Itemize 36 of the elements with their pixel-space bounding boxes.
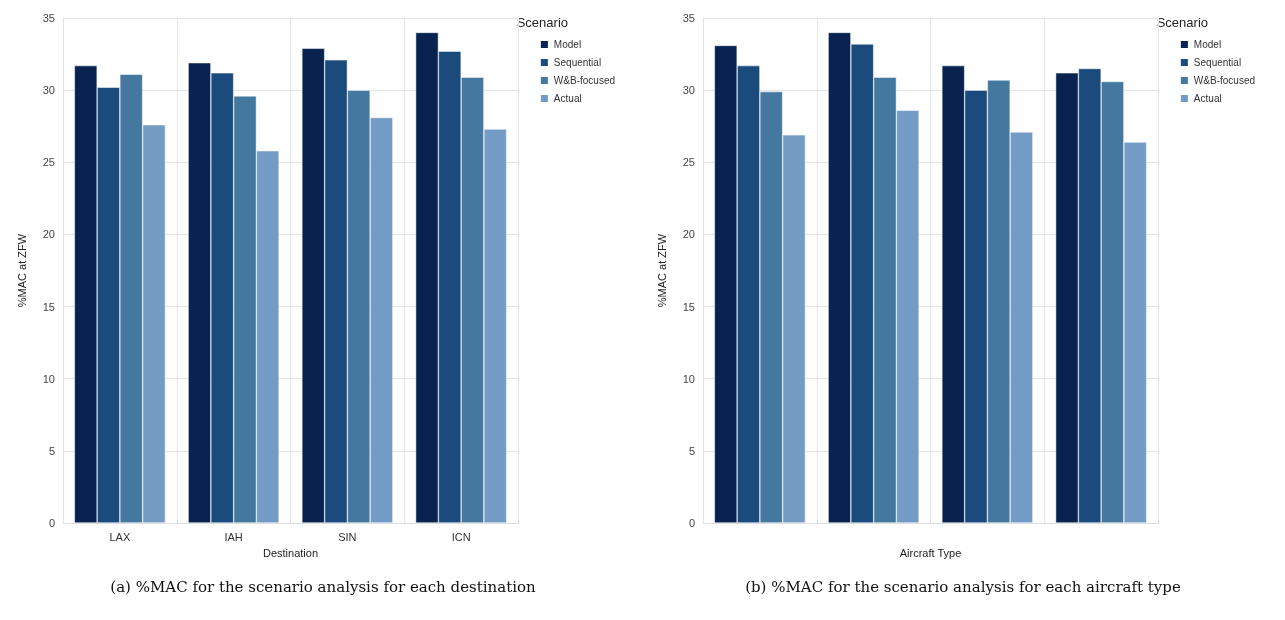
y-tick-label: 30 bbox=[42, 84, 55, 97]
y-tick-label: 5 bbox=[688, 444, 695, 457]
y-tick-label: 20 bbox=[682, 228, 695, 241]
y-tick-label: 0 bbox=[688, 517, 695, 529]
y-tick-label: 25 bbox=[682, 156, 695, 169]
legend-title: Scenario bbox=[1156, 15, 1208, 30]
legend-label: Actual bbox=[1193, 93, 1222, 104]
legend-label: W&B-focused bbox=[1193, 75, 1256, 86]
legend-label: Model bbox=[553, 39, 582, 50]
y-tick-label: 30 bbox=[682, 84, 695, 97]
x-axis-title: Destination bbox=[262, 546, 319, 559]
x-axis-title: Aircraft Type bbox=[899, 546, 962, 559]
y-axis-title: %MAC at ZFW bbox=[15, 233, 28, 308]
y-tick-label: 35 bbox=[682, 12, 695, 24]
legend-label: Sequential bbox=[553, 57, 602, 68]
y-tick-label: 20 bbox=[42, 228, 55, 241]
y-tick-label: 0 bbox=[48, 517, 55, 529]
y-tick-label: 5 bbox=[48, 444, 55, 457]
legend-title: Scenario bbox=[516, 15, 568, 30]
text: (b) %MAC for the scenario analysis for each aircraft type bbox=[744, 578, 1182, 596]
x-tick-label: ICN bbox=[451, 530, 471, 543]
legend-label: Model bbox=[1193, 39, 1222, 50]
legend-label: Actual bbox=[553, 93, 582, 104]
x-tick-label: LAX bbox=[109, 530, 131, 543]
legend-label: Sequential bbox=[1193, 57, 1242, 68]
y-tick-label: 35 bbox=[42, 12, 55, 24]
y-tick-label: 15 bbox=[682, 300, 695, 313]
x-tick-label: IAH bbox=[224, 530, 243, 543]
y-axis-title: %MAC at ZFW bbox=[655, 233, 668, 308]
y-tick-label: 10 bbox=[42, 372, 55, 385]
legend-label: W&B-focused bbox=[553, 75, 616, 86]
y-tick-label: 10 bbox=[682, 372, 695, 385]
x-tick-label: SIN bbox=[338, 530, 357, 543]
y-tick-label: 15 bbox=[42, 300, 55, 313]
text: (a) %MAC for the scenario analysis for each destination bbox=[109, 578, 537, 596]
y-tick-label: 25 bbox=[42, 156, 55, 169]
